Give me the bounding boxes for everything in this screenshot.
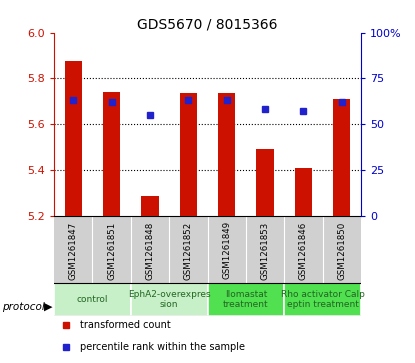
Bar (131, 282, 208, 316)
Title: GDS5670 / 8015366: GDS5670 / 8015366 (137, 17, 278, 32)
Bar (284, 282, 361, 316)
Text: GSM1261849: GSM1261849 (222, 221, 231, 280)
Text: Ilomastat
treatment: Ilomastat treatment (223, 290, 269, 309)
Text: percentile rank within the sample: percentile rank within the sample (80, 342, 245, 352)
Text: GSM1261851: GSM1261851 (107, 221, 116, 280)
Bar (64, 61, 82, 216)
Bar (208, 282, 284, 316)
Text: protocol: protocol (2, 302, 45, 312)
Bar (256, 149, 274, 216)
Text: ▶: ▶ (44, 302, 52, 312)
Bar (295, 168, 312, 216)
Bar (333, 99, 351, 216)
Text: GSM1261846: GSM1261846 (299, 221, 308, 280)
Text: GSM1261853: GSM1261853 (261, 221, 270, 280)
Text: GSM1261847: GSM1261847 (68, 221, 78, 280)
Bar (54, 282, 131, 316)
Bar (218, 93, 235, 216)
Text: GSM1261850: GSM1261850 (337, 221, 347, 280)
Text: EphA2-overexpres
sion: EphA2-overexpres sion (128, 290, 210, 309)
Bar (103, 92, 120, 216)
Text: GSM1261848: GSM1261848 (145, 221, 154, 280)
Bar (141, 196, 159, 216)
Text: Rho activator Calp
eptin treatment: Rho activator Calp eptin treatment (281, 290, 365, 309)
Bar (180, 93, 197, 216)
Text: GSM1261852: GSM1261852 (184, 221, 193, 280)
Text: control: control (77, 295, 108, 304)
Text: transformed count: transformed count (80, 320, 171, 330)
